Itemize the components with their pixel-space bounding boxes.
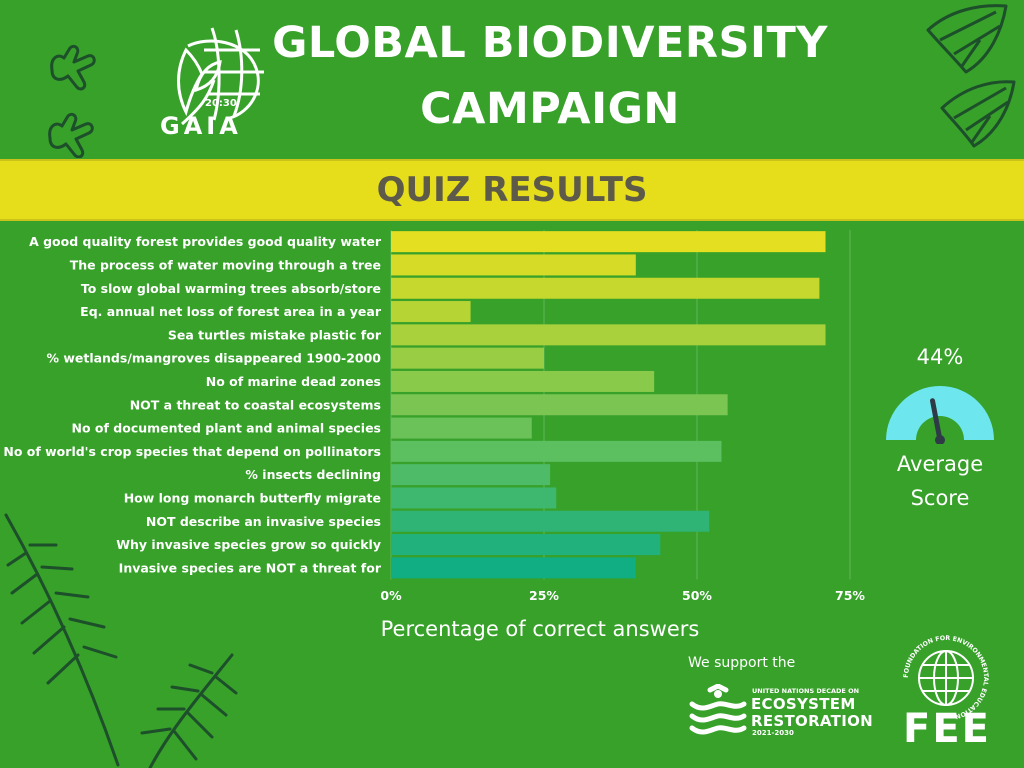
gauge-label-line1: Average	[896, 452, 984, 476]
category-label: No of marine dead zones	[206, 374, 381, 389]
bar	[391, 510, 710, 532]
bar	[391, 254, 636, 276]
bar	[391, 301, 471, 323]
bar	[391, 370, 655, 392]
page-title-line1: GLOBAL BIODIVERSITY	[272, 18, 828, 68]
un-decade-line3: RESTORATION	[751, 712, 873, 730]
bar	[391, 277, 820, 299]
un-decade-line2: ECOSYSTEM	[751, 695, 856, 713]
gauge-needle	[930, 398, 945, 444]
x-tick-label: 75%	[835, 588, 865, 603]
gaia-globe-logo	[177, 27, 264, 126]
bar	[391, 464, 551, 486]
bar	[391, 417, 532, 439]
bar	[391, 487, 557, 509]
x-tick-label: 25%	[529, 588, 559, 603]
category-label: % wetlands/mangroves disappeared 1900-20…	[46, 351, 381, 366]
un-decade-line4: 2021-2030	[752, 729, 794, 737]
fee-logo-text: FEE	[903, 706, 991, 752]
category-label: % insects declining	[245, 467, 381, 482]
gaia-logo-text: GAIA	[160, 112, 242, 140]
bar	[391, 534, 661, 556]
gauge-arc	[886, 386, 994, 440]
bar	[391, 347, 544, 369]
bar	[391, 557, 636, 579]
quiz-results-banner: QUIZ RESULTS	[0, 159, 1024, 221]
leaf-icon	[926, 4, 1016, 148]
page-title-line2: CAMPAIGN	[420, 84, 680, 134]
category-label: A good quality forest provides good qual…	[29, 234, 382, 249]
average-score-gauge	[886, 386, 994, 444]
bar	[391, 231, 826, 253]
category-label: The process of water moving through a tr…	[70, 257, 381, 272]
support-text: We support the	[688, 655, 796, 671]
banner-title: QUIZ RESULTS	[376, 170, 648, 210]
bar	[391, 394, 728, 416]
x-tick-label: 50%	[682, 588, 712, 603]
category-label: Why invasive species grow so quickly	[116, 537, 381, 552]
category-label: NOT a threat to coastal ecosystems	[130, 397, 381, 412]
gauge-value: 44%	[916, 345, 964, 369]
category-label: Eq. annual net loss of forest area in a …	[80, 304, 382, 319]
category-label: How long monarch butterfly migrate	[124, 490, 381, 505]
fern-icon	[4, 513, 238, 768]
fee-globe-logo: FOUNDATION FOR ENVIRONMENTAL EDUCATION	[903, 635, 989, 720]
category-label: No of world's crop species that depend o…	[3, 444, 381, 459]
frog-footprint-icon	[48, 44, 96, 158]
gauge-label-line2: Score	[910, 486, 970, 510]
x-axis-label: Percentage of correct answers	[380, 617, 700, 641]
category-label: NOT describe an invasive species	[146, 514, 381, 529]
category-label: Invasive species are NOT a threat for	[119, 560, 382, 575]
category-label: No of documented plant and animal specie…	[72, 421, 382, 436]
un-decade-logo-icon	[689, 684, 747, 735]
bar	[391, 440, 722, 462]
category-label: Sea turtles mistake plastic for	[168, 327, 382, 342]
category-label: To slow global warming trees absorb/stor…	[81, 281, 381, 296]
bar	[391, 324, 826, 346]
un-decade-line1: UNITED NATIONS DECADE ON	[752, 687, 860, 695]
x-tick-label: 0%	[380, 588, 402, 603]
gaia-year-label: 20:30	[205, 98, 237, 109]
quiz-results-bar-chart: A good quality forest provides good qual…	[3, 230, 865, 603]
